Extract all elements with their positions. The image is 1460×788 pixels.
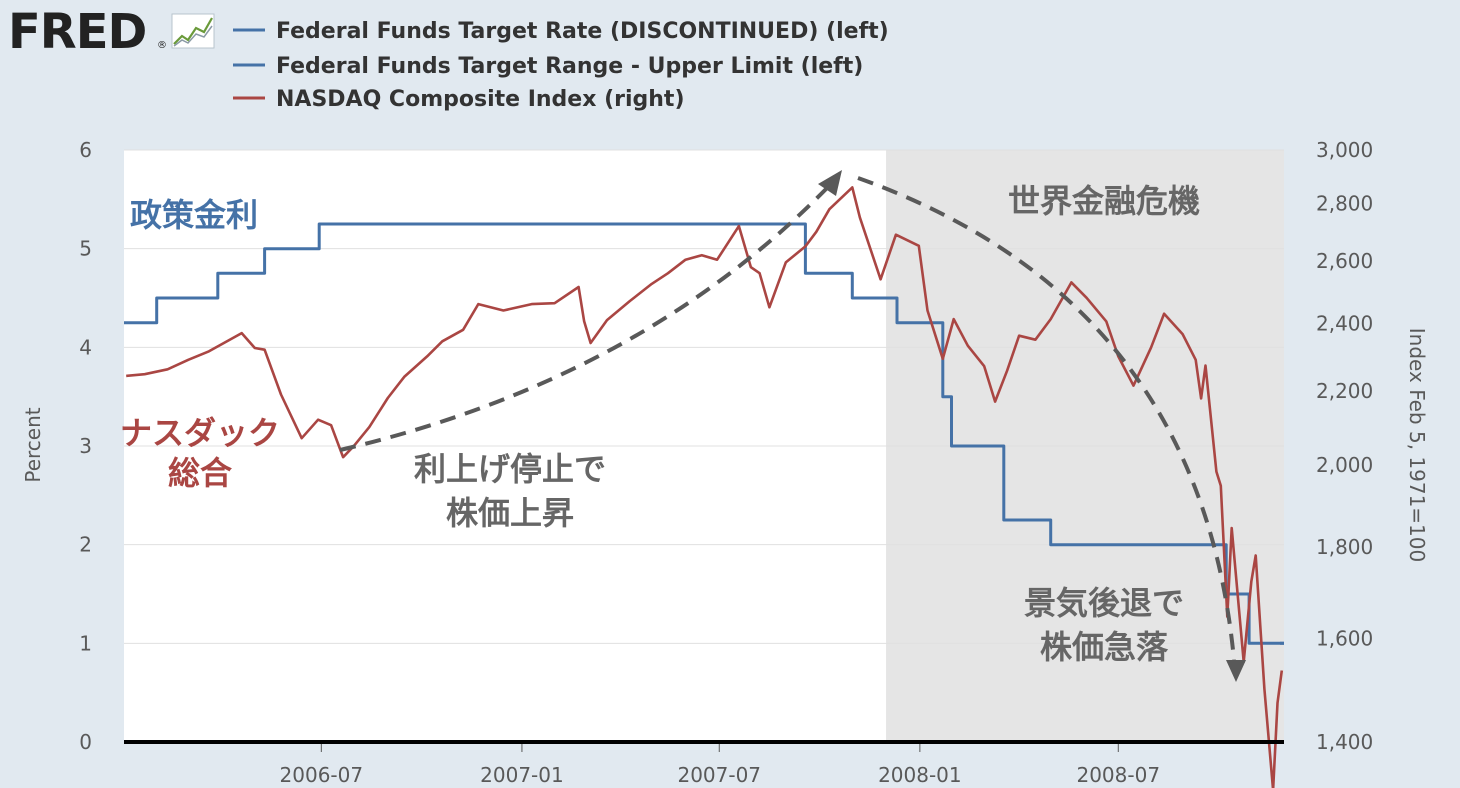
fred-logo-text: FRED [8,4,146,60]
x-tick-label: 2008-01 [878,763,962,787]
rise-annotation-line1: 利上げ停止で [414,450,606,488]
left-axis-tick-label: 0 [79,730,92,754]
crash-arrowhead-icon [1226,660,1246,682]
legend-item[interactable]: Federal Funds Target Rate (DISCONTINUED)… [233,19,889,44]
crash-annotation-line2: 株価急落 [1040,628,1169,666]
annotations: 政策金利 ナスダック 総合 利上げ停止で 株価上昇 世界金融危機 景気後退で 株… [120,170,1246,682]
right-axis-tick-label: 2,000 [1316,453,1373,477]
left-axis-tick-label: 5 [79,237,92,261]
series-line [124,222,1284,645]
left-axis-tick-label: 6 [79,138,92,162]
left-axis-tick-label: 2 [79,533,92,557]
crash-annotation-line1: 景気後退で [1024,584,1184,622]
crash-arrow [857,176,1236,661]
right-axis-tick-label: 1,400 [1316,730,1373,754]
legend-item[interactable]: Federal Funds Target Range - Upper Limit… [233,54,863,79]
x-tick-label: 2007-01 [480,763,564,787]
right-axis-tick-label: 3,000 [1316,138,1373,162]
rise-arrow [339,183,832,452]
x-axis-ticks: 2006-07 2007-01 2007-07 2008-01 2008-07 [280,742,1160,787]
right-axis-tick-label: 2,800 [1316,192,1373,216]
legend-label: Federal Funds Target Rate (DISCONTINUED)… [276,19,889,44]
legend-label: Federal Funds Target Range - Upper Limit… [276,54,863,79]
x-tick-label: 2008-07 [1076,763,1160,787]
x-tick-label: 2006-07 [280,763,364,787]
right-axis-tick-label: 2,600 [1316,249,1373,273]
legend-label: NASDAQ Composite Index (right) [276,87,685,112]
right-axis-tick-label: 1,800 [1316,535,1373,559]
left-axis-label: Percent [21,407,45,482]
rise-arrowhead-icon [818,170,842,196]
fred-logo[interactable]: FRED ® [8,4,215,60]
right-axis-ticks: 1,400 1,600 1,800 2,000 2,200 2,400 2,600 2,800… [1316,138,1373,754]
left-axis-tick-label: 1 [79,631,92,655]
right-axis-label: Index Feb 5, 1971=100 [1405,328,1429,562]
fred-logo-chart-icon [171,13,215,49]
right-axis-tick-label: 2,200 [1316,379,1373,403]
fred-logo-registered: ® [157,40,167,51]
right-axis-tick-label: 2,400 [1316,311,1373,335]
right-axis-tick-label: 1,600 [1316,626,1373,650]
nasdaq-annotation-line1: ナスダック [120,414,280,452]
left-axis-ticks: 0 1 2 3 4 5 6 [79,138,92,754]
nasdaq-annotation-line2: 総合 [168,454,232,492]
crisis-annotation: 世界金融危機 [1008,182,1200,220]
policy-rate-annotation: 政策金利 [130,196,258,234]
legend: Federal Funds Target Rate (DISCONTINUED)… [233,19,889,112]
legend-item[interactable]: NASDAQ Composite Index (right) [233,87,685,112]
rise-annotation-line2: 株価上昇 [446,494,574,532]
x-tick-label: 2007-07 [677,763,761,787]
left-axis-tick-label: 4 [79,335,92,359]
left-axis-tick-label: 3 [79,434,92,458]
